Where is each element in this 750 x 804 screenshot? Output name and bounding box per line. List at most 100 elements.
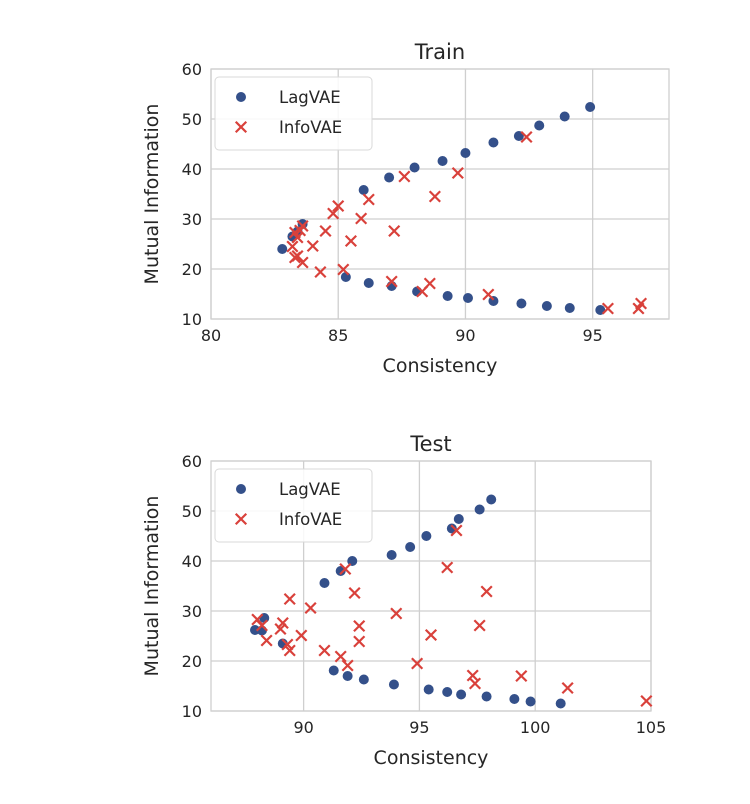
train-lagvae-point bbox=[585, 102, 596, 112]
test-infovae-point-stroke-b bbox=[334, 650, 347, 663]
train-infovae-point-stroke-b bbox=[398, 170, 411, 183]
train-infovae-point-stroke-b bbox=[634, 297, 648, 310]
test-infovae-point-stroke-b bbox=[390, 607, 403, 620]
test-infovae-point bbox=[255, 619, 269, 632]
train-y-tick-label: 10 bbox=[182, 310, 202, 329]
test-infovae-point-stroke-b bbox=[276, 616, 289, 630]
test-infovae-point bbox=[424, 628, 438, 642]
test-infovae-point-stroke-b bbox=[318, 644, 331, 657]
test-infovae-point-stroke-b bbox=[450, 524, 463, 537]
train-infovae-point bbox=[314, 265, 327, 279]
train-lagvae-point bbox=[412, 286, 423, 297]
train-legend-infovae-label: InfoVAE bbox=[279, 118, 342, 137]
test-y-tick-label: 30 bbox=[182, 602, 202, 621]
test-legend-lagvae-label: LagVAE bbox=[279, 480, 341, 499]
test-infovae-point-stroke-b bbox=[295, 629, 308, 642]
test-infovae-point-stroke-b bbox=[255, 619, 269, 632]
train-lagvae-point bbox=[559, 111, 570, 122]
train-plot-frame bbox=[210, 68, 670, 320]
train-infovae-point-stroke-b bbox=[362, 193, 375, 206]
test-infovae-point bbox=[515, 669, 528, 683]
test-lagvae-point bbox=[525, 696, 536, 707]
test-x-tick-label: 105 bbox=[636, 718, 667, 737]
test-infovae-point bbox=[561, 681, 574, 695]
test-lagvae-point bbox=[342, 671, 353, 681]
train-infovae-point bbox=[362, 193, 375, 206]
test-infovae-point-stroke-b bbox=[339, 562, 352, 576]
train-infovae-point-stroke-b bbox=[423, 277, 436, 290]
test-infovae-point-stroke-b bbox=[473, 619, 486, 632]
test-infovae-point-stroke-b bbox=[283, 644, 296, 657]
test-lagvae-point bbox=[486, 494, 497, 505]
train-infovae-point-stroke-b bbox=[428, 190, 441, 203]
train-legend-infovae-marker-stroke-b bbox=[234, 120, 248, 134]
train-y-tick-label: 60 bbox=[182, 60, 202, 79]
train-infovae-point bbox=[388, 224, 401, 238]
test-y-tick-label: 40 bbox=[182, 552, 202, 571]
test-lagvae-point bbox=[456, 689, 467, 700]
test-x-axis-label: Consistency bbox=[374, 747, 489, 769]
train-lagvae-point bbox=[442, 291, 453, 301]
train-infovae-point bbox=[332, 199, 345, 213]
train-infovae-point bbox=[344, 234, 358, 248]
train-x-tick-label: 95 bbox=[582, 326, 602, 345]
train-infovae-point bbox=[355, 212, 368, 225]
test-infovae-point-stroke-b bbox=[441, 561, 454, 574]
test-y-tick-label: 50 bbox=[182, 502, 202, 521]
train-infovae-point bbox=[337, 263, 350, 276]
test-infovae-point bbox=[353, 619, 366, 633]
test-infovae-point-stroke-b bbox=[283, 592, 296, 606]
train-infovae-point bbox=[296, 219, 309, 233]
test-infovae-point bbox=[281, 638, 294, 651]
test-infovae-point bbox=[390, 607, 403, 620]
train-lagvae-point bbox=[516, 298, 527, 309]
train-lagvae-point bbox=[541, 301, 552, 311]
train-x-tick-label: 90 bbox=[455, 326, 475, 345]
test-lagvae-point bbox=[555, 698, 566, 709]
train-infovae-point-stroke-b bbox=[296, 256, 309, 269]
train-lagvae-point bbox=[363, 278, 374, 288]
test-y-tick-label: 20 bbox=[182, 652, 202, 671]
train-y-tick-label: 40 bbox=[182, 160, 202, 179]
test-infovae-point bbox=[353, 635, 366, 648]
test-infovae-point bbox=[304, 601, 317, 615]
train-lagvae-point bbox=[358, 185, 369, 195]
train-infovae-point bbox=[385, 275, 398, 288]
train-legend: LagVAE InfoVAE bbox=[214, 76, 373, 151]
test-infovae-point bbox=[441, 561, 454, 574]
train-lagvae-point bbox=[384, 172, 395, 183]
train-infovae-point bbox=[319, 224, 332, 238]
train-infovae-point-stroke-b bbox=[601, 302, 614, 315]
test-lagvae-point bbox=[423, 684, 434, 695]
train-infovae-point-stroke-b bbox=[296, 219, 309, 233]
test-infovae-point bbox=[260, 634, 273, 647]
test-lagvae-point bbox=[446, 523, 457, 534]
test-lagvae-point bbox=[509, 694, 520, 704]
train-chart-title: Train bbox=[414, 40, 465, 64]
test-infovae-point-stroke-b bbox=[424, 628, 438, 642]
test-infovae-point-stroke-b bbox=[251, 613, 264, 626]
train-x-tick-label: 85 bbox=[328, 326, 348, 345]
test-infovae-point bbox=[640, 694, 653, 708]
train-infovae-point-stroke-b bbox=[355, 212, 368, 225]
test-lagvae-point bbox=[481, 691, 492, 702]
test-lagvae-point bbox=[328, 665, 339, 676]
train-infovae-point bbox=[296, 256, 309, 269]
test-infovae-point bbox=[348, 586, 361, 600]
test-infovae-point bbox=[276, 616, 289, 630]
train-infovae-point bbox=[306, 239, 319, 253]
train-infovae-point-stroke-b bbox=[286, 240, 299, 253]
test-infovae-point-stroke-b bbox=[515, 669, 528, 683]
train-infovae-point bbox=[398, 170, 411, 183]
train-infovae-point-stroke-b bbox=[344, 234, 358, 248]
test-legend-infovae-marker bbox=[234, 512, 248, 526]
test-infovae-point bbox=[473, 619, 486, 632]
train-infovae-point-stroke-b bbox=[332, 199, 345, 213]
test-infovae-point-stroke-b bbox=[640, 694, 653, 708]
train-infovae-point-stroke-b bbox=[451, 166, 464, 180]
train-lagvae-point bbox=[564, 303, 575, 313]
test-legend-box bbox=[214, 468, 373, 543]
test-infovae-point-stroke-b bbox=[561, 681, 574, 695]
test-infovae-point bbox=[283, 592, 296, 606]
